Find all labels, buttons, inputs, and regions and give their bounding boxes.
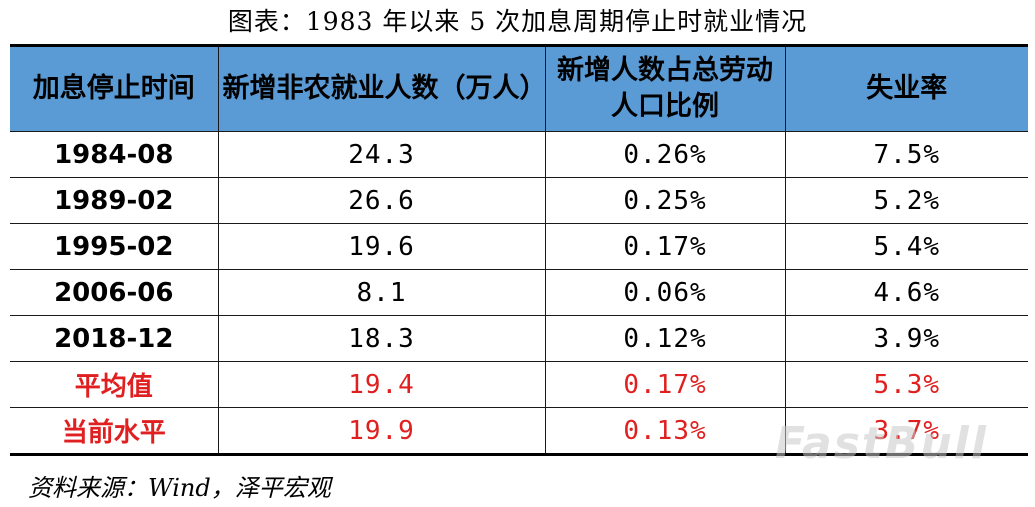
header-nonfarm-payrolls: 新增非农就业人数（万人） [217,44,547,132]
cell-date: 2006-06 [10,269,219,316]
current-level-row: 当前水平 19.9 0.13% 3.7% [10,407,1028,456]
table-row: 2018-12 18.3 0.12% 3.9% [10,315,1028,362]
cell-date: 1989-02 [10,177,219,224]
table-header-row: 加息停止时间 新增非农就业人数（万人） 新增人数占总劳动人口比例 失业率 [10,44,1028,132]
cell-payrolls: 18.3 [217,315,546,362]
cell-labor-share: 0.25% [544,177,786,224]
cell-unemployment: 3.9% [784,315,1028,362]
cell-unemployment: 5.2% [784,177,1028,224]
cell-date: 1995-02 [10,223,219,270]
cell-payrolls: 8.1 [217,269,546,316]
cell-labor-share: 0.06% [544,269,786,316]
average-row: 平均值 19.4 0.17% 5.3% [10,361,1028,408]
cell-date: 2018-12 [10,315,219,362]
cell-average-label: 平均值 [10,361,219,408]
cell-payrolls: 19.4 [217,361,546,408]
cell-unemployment: 4.6% [784,269,1028,316]
cell-current-label: 当前水平 [10,407,219,456]
table-row: 1995-02 19.6 0.17% 5.4% [10,223,1028,270]
cell-labor-share: 0.13% [544,407,786,456]
cell-labor-share: 0.17% [544,223,786,270]
cell-labor-share: 0.12% [544,315,786,362]
cell-labor-share: 0.26% [544,131,786,178]
table-row: 1984-08 24.3 0.26% 7.5% [10,131,1028,178]
cell-payrolls: 26.6 [217,177,546,224]
header-labor-share: 新增人数占总劳动人口比例 [544,44,786,132]
header-unemployment-rate: 失业率 [784,44,1028,132]
source-note: 资料来源：Wind，泽平宏观 [28,474,331,502]
cell-unemployment: 3.7% [784,407,1028,456]
cell-payrolls: 19.9 [217,407,546,456]
header-rate-stop-time: 加息停止时间 [10,44,219,132]
table-row: 2006-06 8.1 0.06% 4.6% [10,269,1028,316]
cell-date: 1984-08 [10,131,219,178]
cell-payrolls: 24.3 [217,131,546,178]
cell-payrolls: 19.6 [217,223,546,270]
cell-unemployment: 7.5% [784,131,1028,178]
data-table-container: 加息停止时间 新增非农就业人数（万人） 新增人数占总劳动人口比例 失业率 198… [10,44,1028,456]
page-title: 图表：1983 年以来 5 次加息周期停止时就业情况 [227,7,808,36]
cell-unemployment: 5.4% [784,223,1028,270]
cell-labor-share: 0.17% [544,361,786,408]
employment-table: 加息停止时间 新增非农就业人数（万人） 新增人数占总劳动人口比例 失业率 198… [10,44,1028,456]
table-row: 1989-02 26.6 0.25% 5.2% [10,177,1028,224]
cell-unemployment: 5.3% [784,361,1028,408]
